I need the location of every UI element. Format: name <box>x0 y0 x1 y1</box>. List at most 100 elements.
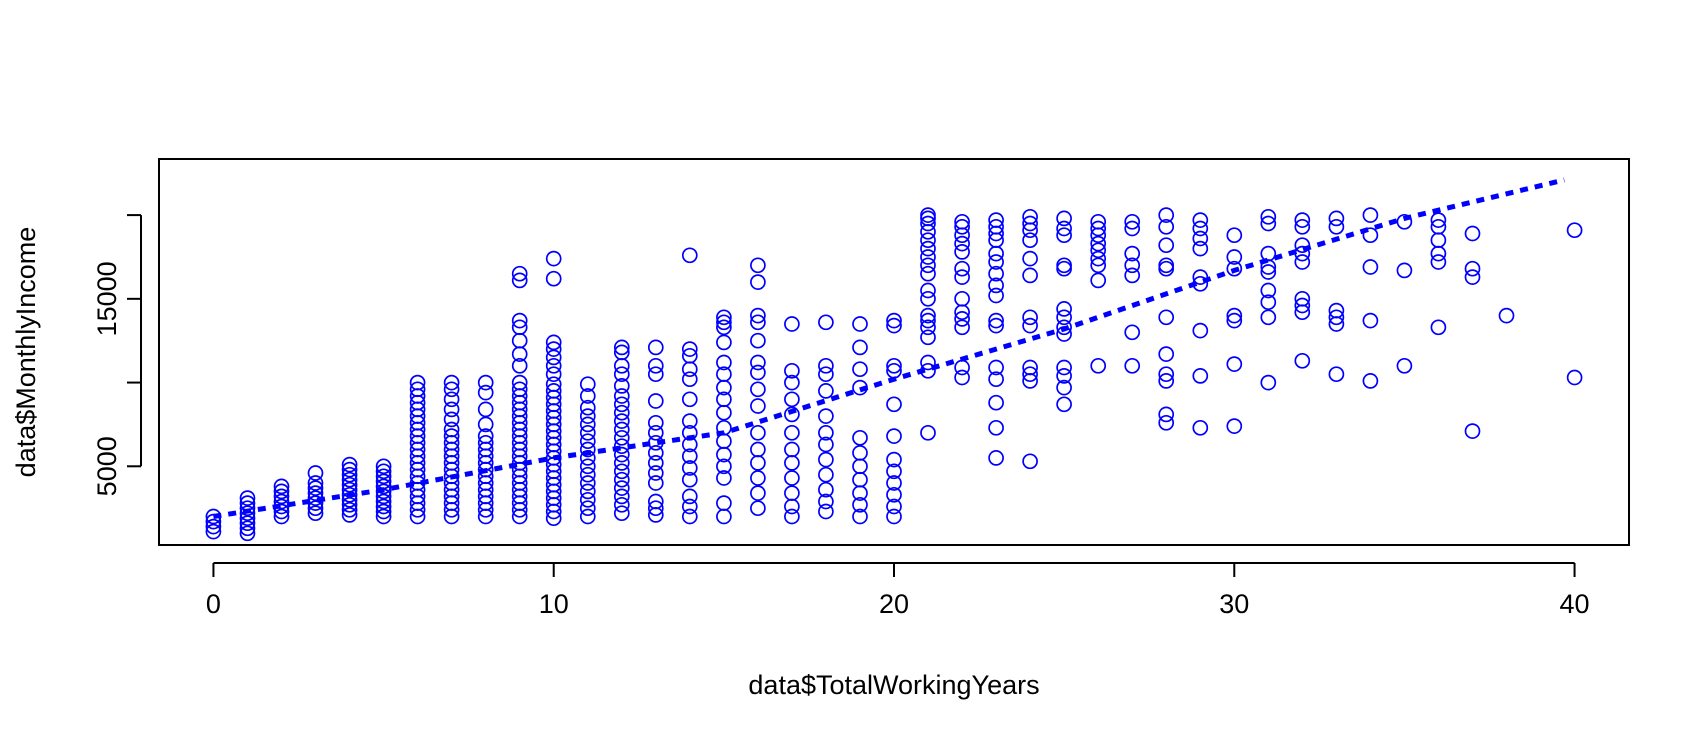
plot-frame <box>158 158 1630 546</box>
data-point <box>1396 213 1413 230</box>
data-point <box>750 441 766 458</box>
data-point <box>579 416 596 433</box>
data-point <box>1192 240 1209 257</box>
data-point <box>647 424 664 441</box>
data-point <box>1226 312 1243 329</box>
data-point <box>1260 264 1277 280</box>
data-point <box>886 428 902 444</box>
data-point <box>511 319 528 336</box>
data-point <box>307 485 324 501</box>
data-point <box>954 218 970 235</box>
data-point <box>681 391 698 408</box>
data-point <box>681 247 698 264</box>
data-point <box>239 500 256 517</box>
data-point <box>750 424 766 441</box>
data-point <box>443 391 460 408</box>
data-point <box>1362 259 1379 275</box>
data-point <box>1158 366 1175 383</box>
data-point <box>988 312 1004 329</box>
data-point <box>1260 294 1277 311</box>
data-point <box>443 411 460 428</box>
data-point <box>1430 254 1447 270</box>
data-point <box>545 383 562 399</box>
data-point <box>477 434 494 451</box>
data-point <box>1464 225 1481 242</box>
data-point <box>341 471 358 488</box>
data-point <box>1192 212 1209 228</box>
data-point <box>1090 220 1107 237</box>
data-point <box>784 406 800 423</box>
data-point <box>1022 267 1038 284</box>
data-point <box>1056 260 1072 277</box>
data-point <box>886 463 902 480</box>
data-point <box>818 436 834 453</box>
x-axis-title: data$TotalWorkingYears <box>748 670 1039 700</box>
data-point <box>920 232 936 249</box>
data-point <box>920 207 936 223</box>
data-point <box>1124 220 1141 237</box>
data-point <box>1158 406 1175 423</box>
data-point <box>954 235 970 252</box>
data-point <box>511 381 528 398</box>
data-point <box>954 319 970 336</box>
data-point <box>341 476 358 493</box>
data-point <box>784 508 800 525</box>
data-point <box>1158 260 1175 277</box>
data-point <box>681 341 698 357</box>
data-point <box>613 455 630 471</box>
data-point <box>647 455 664 471</box>
data-point <box>681 471 698 488</box>
data-point <box>1226 227 1243 244</box>
data-point <box>852 496 868 513</box>
data-point <box>545 349 562 366</box>
data-point <box>818 466 834 483</box>
data-point <box>1090 242 1107 259</box>
data-point <box>1328 309 1345 326</box>
data-point <box>409 374 426 391</box>
data-point <box>613 488 630 505</box>
data-point <box>716 366 732 383</box>
data-point <box>818 493 834 510</box>
data-point <box>750 381 766 398</box>
data-point <box>579 500 596 517</box>
data-point <box>647 445 664 461</box>
data-point <box>1430 212 1447 228</box>
data-point <box>375 508 392 525</box>
data-point <box>613 339 630 356</box>
data-point <box>579 441 596 458</box>
data-point <box>954 244 970 260</box>
data-point <box>613 388 630 404</box>
data-point <box>920 307 936 324</box>
data-point <box>307 480 324 496</box>
data-point <box>852 361 868 378</box>
data-point <box>477 428 494 444</box>
data-point <box>852 508 868 525</box>
data-point <box>1430 319 1447 336</box>
data-point <box>784 485 800 501</box>
data-point <box>1158 237 1175 254</box>
y-tick-label: 15000 <box>92 261 122 336</box>
data-point <box>954 260 970 277</box>
data-point <box>818 424 834 441</box>
data-point <box>716 470 732 486</box>
data-point <box>273 483 290 500</box>
data-point <box>1056 319 1072 336</box>
data-point <box>1090 272 1107 289</box>
data-point <box>886 317 902 334</box>
data-point <box>613 396 630 413</box>
data-point <box>716 404 732 421</box>
data-point <box>273 478 290 495</box>
x-tick-label: 10 <box>539 589 569 619</box>
data-point <box>341 456 358 473</box>
data-point <box>647 414 664 431</box>
data-point <box>1192 230 1209 247</box>
data-point <box>613 496 630 513</box>
data-point <box>784 470 800 486</box>
data-point <box>375 503 392 520</box>
data-point <box>1260 215 1277 232</box>
data-point <box>613 471 630 488</box>
data-point <box>954 227 970 244</box>
data-point <box>750 257 766 274</box>
data-point <box>273 508 290 525</box>
data-point <box>545 270 562 287</box>
